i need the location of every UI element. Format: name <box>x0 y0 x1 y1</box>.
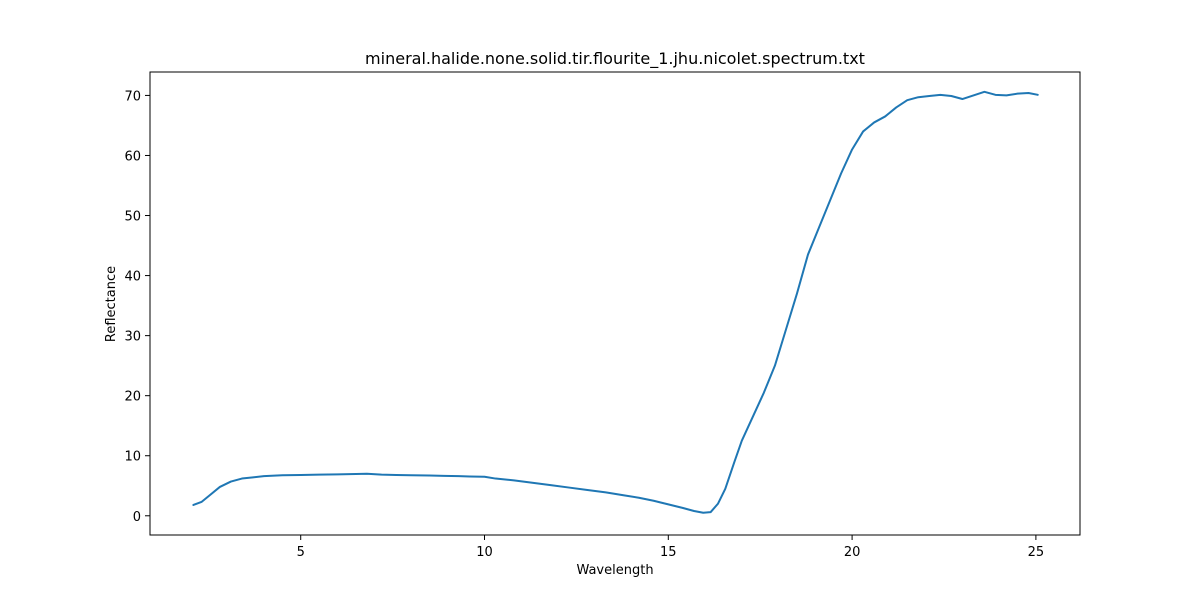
y-axis: 0 10 20 30 40 50 60 70 <box>124 89 150 525</box>
y-tick-label: 70 <box>124 89 141 104</box>
x-tick-label: 10 <box>476 545 493 560</box>
y-tick-label: 40 <box>124 270 141 285</box>
x-tick-label: 5 <box>297 545 305 560</box>
y-tick-label: 60 <box>124 149 141 164</box>
chart-title: mineral.halide.none.solid.tir.flourite_1… <box>365 49 865 69</box>
y-tick-label: 0 <box>133 510 141 525</box>
plot-area <box>192 90 1039 514</box>
x-tick-label: 15 <box>660 545 677 560</box>
y-tick-label: 50 <box>124 210 141 225</box>
x-axis-label: Wavelength <box>576 563 653 578</box>
y-tick-label: 10 <box>124 450 141 465</box>
series-line <box>192 90 1039 514</box>
y-tick-label: 30 <box>124 330 141 345</box>
plot-frame <box>149 71 1081 536</box>
x-axis: 5 10 15 20 25 <box>297 535 1045 560</box>
y-tick-label: 20 <box>124 390 141 405</box>
y-axis-label: Reflectance <box>104 266 119 342</box>
x-tick-label: 20 <box>844 545 861 560</box>
x-tick-label: 25 <box>1028 545 1045 560</box>
